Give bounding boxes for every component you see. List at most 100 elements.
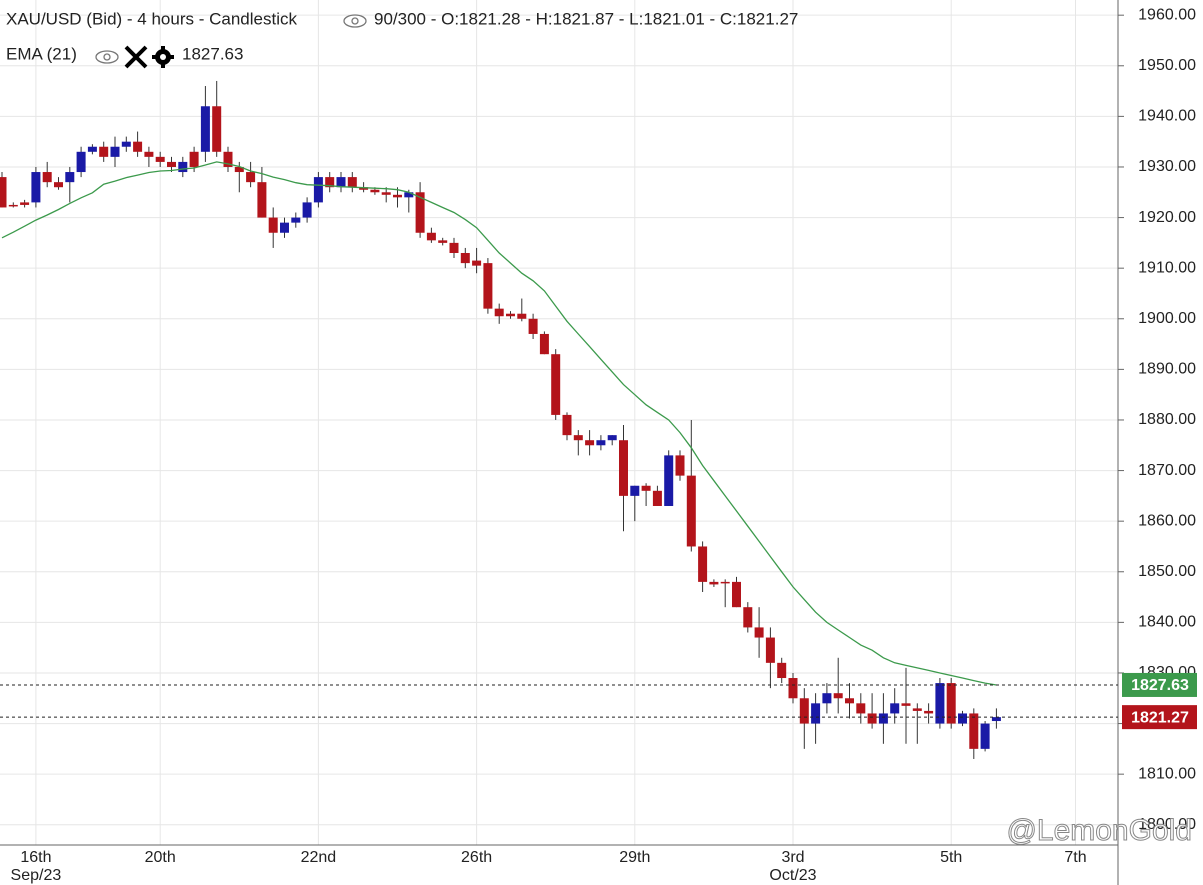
candle-body	[686, 475, 696, 547]
candle-body	[87, 146, 97, 152]
candle-body	[370, 189, 380, 193]
candle-body	[291, 217, 301, 223]
candle-body	[562, 414, 572, 436]
indicator-value: 1827.63	[182, 44, 243, 63]
x-tick-label: 26th	[461, 849, 492, 866]
candle-body	[664, 455, 674, 506]
candle-body	[946, 683, 956, 724]
last-price-tag	[1122, 705, 1197, 730]
y-tick-label: 1910.00	[1138, 259, 1196, 276]
candle-body	[845, 698, 854, 704]
indicator-visibility-icon[interactable]	[95, 50, 119, 64]
last-price-tag-label: 1821.27	[1131, 709, 1189, 726]
candle-body	[901, 703, 911, 706]
ema-price-tag-label: 1827.63	[1131, 677, 1189, 694]
candle-body	[732, 581, 741, 608]
candle-body	[935, 683, 945, 724]
y-tick-label: 1950.00	[1138, 57, 1196, 74]
y-tick-label: 1900.00	[1138, 310, 1196, 327]
candle-body	[517, 313, 527, 319]
candle-body	[31, 172, 41, 203]
candle-body	[472, 260, 482, 266]
candle-body	[76, 151, 86, 173]
settings-icon[interactable]	[152, 46, 174, 68]
candle-body	[133, 141, 143, 152]
candle-body	[765, 637, 775, 663]
y-tick-label: 1940.00	[1138, 108, 1196, 125]
candle-body	[280, 222, 289, 233]
candle-body	[438, 240, 448, 243]
candle-body	[347, 177, 357, 188]
candle-body	[8, 204, 18, 207]
candle-body	[178, 161, 188, 173]
candle-body	[720, 581, 730, 584]
axes: 1800.001810.001820.001830.001840.001850.…	[0, 6, 1197, 884]
candle-body	[822, 693, 832, 704]
x-sublabel: Oct/23	[769, 867, 816, 884]
candle-body	[42, 172, 52, 183]
candle-body	[652, 490, 662, 506]
x-tick-label: 3rd	[781, 849, 804, 866]
y-tick-label: 1860.00	[1138, 512, 1196, 529]
candle-body	[675, 455, 685, 476]
candle-body	[551, 354, 561, 415]
ema-price-tag	[1122, 672, 1197, 697]
chart-title: XAU/USD (Bid) - 4 hours - Candlestick	[6, 9, 297, 28]
ohlc-info: 90/300 - O:1821.28 - H:1821.87 - L:1821.…	[374, 9, 798, 28]
candle-body	[878, 713, 888, 724]
candle-body	[596, 440, 606, 446]
candle-body	[630, 485, 640, 496]
candle-body	[811, 703, 821, 724]
candle-body	[212, 106, 222, 152]
candle-body	[539, 333, 549, 355]
candle-body	[528, 318, 538, 334]
candle-body	[607, 435, 617, 441]
candle-body	[619, 440, 628, 496]
candle-body	[856, 703, 866, 714]
x-tick-label: 16th	[20, 849, 51, 866]
candle-body	[99, 146, 109, 157]
y-tick-label: 1960.00	[1138, 6, 1196, 23]
candle-body	[302, 202, 312, 218]
candle-body	[393, 194, 402, 198]
candle-body	[404, 192, 414, 198]
candle-body	[969, 713, 979, 749]
watermark: @LemonGold	[1006, 814, 1192, 847]
candle-body	[167, 161, 176, 167]
candle-body	[754, 627, 764, 638]
visibility-icon[interactable]	[343, 14, 367, 28]
candle-body	[325, 177, 335, 188]
candle-body	[777, 662, 787, 679]
candle-body	[698, 546, 708, 582]
y-tick-label: 1880.00	[1138, 411, 1196, 428]
y-tick-label: 1840.00	[1138, 614, 1196, 631]
candle-body	[234, 166, 244, 173]
candle-body	[381, 192, 391, 195]
x-tick-label: 20th	[145, 849, 176, 866]
candle-body	[958, 713, 967, 724]
candle-body	[223, 151, 233, 167]
candle-body	[155, 156, 165, 162]
candle-body	[20, 202, 30, 205]
y-tick-label: 1920.00	[1138, 209, 1196, 226]
candle-body	[641, 485, 651, 491]
x-tick-label: 7th	[1064, 849, 1086, 866]
candle-body	[336, 177, 346, 188]
plot-area	[0, 80, 1001, 759]
candle-body	[483, 263, 493, 309]
x-tick-label: 22nd	[301, 849, 337, 866]
candle-body	[246, 172, 256, 183]
candle-body	[144, 151, 154, 157]
candle-body	[833, 693, 843, 699]
candle-body	[743, 607, 753, 628]
candle-body	[912, 708, 922, 711]
candle-body	[426, 232, 436, 241]
candle-body	[991, 717, 1001, 722]
candle-body	[313, 177, 323, 203]
candle-body	[890, 703, 900, 714]
y-tick-label: 1800.00	[1138, 816, 1196, 833]
remove-indicator-icon[interactable]	[124, 45, 148, 69]
x-sublabel: Sep/23	[11, 867, 62, 884]
candle-body	[924, 710, 934, 714]
